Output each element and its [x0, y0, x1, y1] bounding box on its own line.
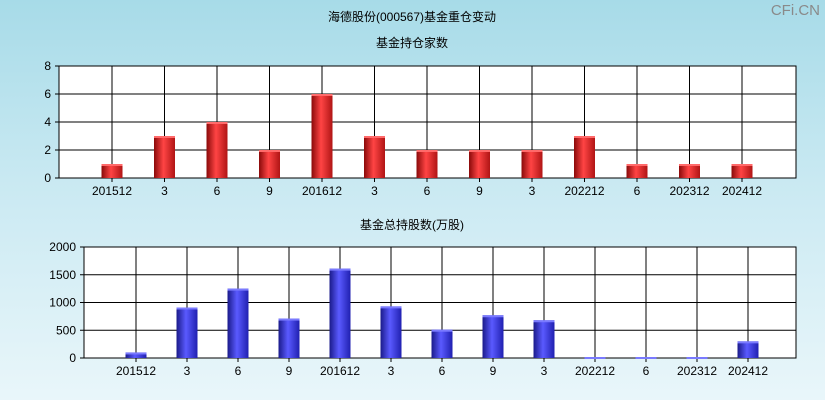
chart-1-x-tick-label: 9 [266, 184, 273, 198]
chart-2-x-tick-label: 3 [184, 364, 191, 378]
chart-1-bar-cap [521, 150, 543, 152]
chart-1-bar-cap [574, 136, 595, 138]
chart-2-bar-cap [125, 352, 147, 355]
chart-1-bar-cap [101, 164, 123, 166]
chart-1-x-tick-label: 202312 [669, 184, 709, 198]
chart-2-bar [380, 306, 402, 358]
chart-2-bar [533, 320, 555, 358]
chart-2-bar-cap [278, 318, 300, 321]
chart-2-bar [176, 307, 198, 358]
chart-1-bar-cap [416, 150, 438, 152]
chart-2-y-tick-label: 2000 [49, 240, 76, 254]
chart-2-y-tick-label: 0 [69, 351, 76, 365]
chart-1-bar [521, 150, 543, 178]
chart-2-x-tick-label: 6 [235, 364, 242, 378]
chart-1-x-tick-label: 9 [476, 184, 483, 198]
chart-2-bar [278, 318, 300, 358]
chart-1-y-tick-label: 8 [44, 59, 51, 73]
chart-2-x-tick-label: 6 [439, 364, 446, 378]
chart-1-bar [679, 164, 700, 178]
chart-2-bar-cap [686, 357, 708, 359]
chart-2-x-tick-label: 202212 [575, 364, 615, 378]
chart-1-bar-cap [626, 164, 648, 166]
chart-1-bar-cap [731, 164, 753, 166]
chart-1-bar [206, 122, 228, 178]
chart-1-x-tick-label: 3 [529, 184, 536, 198]
chart-2-bar-cap [329, 268, 351, 271]
chart-1-bar-cap [679, 164, 700, 166]
chart-1-bar-cap [206, 122, 228, 124]
chart-1-x-tick-label: 202412 [722, 184, 762, 198]
chart-1-bar [469, 150, 490, 178]
chart-2-bar-cap [635, 357, 657, 359]
chart-1-x-tick-label: 3 [161, 184, 168, 198]
chart-1-y-tick-label: 2 [44, 143, 51, 157]
chart-2-bar [482, 315, 504, 358]
chart-1-bar [311, 94, 333, 178]
page-title: 海德股份(000567)基金重仓变动 [328, 9, 496, 24]
watermark: CFi.CN [771, 2, 820, 19]
chart-1-y-tick-label: 6 [44, 87, 51, 101]
chart-2-bar [329, 268, 351, 358]
chart-2-x-tick-label: 202312 [677, 364, 717, 378]
chart-1-bar-cap [311, 94, 333, 96]
chart-2-bar-cap [584, 357, 606, 359]
chart-2-bar [737, 341, 759, 358]
chart-1-y-tick-label: 0 [44, 171, 51, 185]
chart-2-x-tick-label: 201612 [320, 364, 360, 378]
chart-2-bar-cap [227, 288, 249, 291]
chart-2-bar-cap [737, 341, 759, 344]
chart-1-x-tick-label: 201612 [302, 184, 342, 198]
chart-1-holders: 0 2 4 6 8 201512 3 6 9 201612 3 6 9 3 202212 6 202312 202… [44, 59, 797, 198]
chart-2-bar [431, 329, 453, 358]
chart-2-y-tick-label: 1000 [49, 296, 76, 310]
chart-2-x-tick-label: 3 [388, 364, 395, 378]
chart-1-bar [626, 164, 648, 178]
chart-1-x-tick-label: 6 [634, 184, 641, 198]
chart-1-x-tick-label: 202212 [564, 184, 604, 198]
chart-2-bar-cap [176, 307, 198, 310]
chart-2-x-tick-label: 202412 [728, 364, 768, 378]
chart-1-x-tick-label: 3 [371, 184, 378, 198]
chart-1-y-tick-label: 4 [44, 115, 51, 129]
chart-1-bar [154, 136, 175, 178]
chart-1-x-tick-label: 6 [424, 184, 431, 198]
chart-2-bar-cap [482, 315, 504, 318]
chart-2-bar-cap [431, 329, 453, 332]
chart-1-bar-cap [259, 150, 280, 152]
chart-2-title: 基金总持股数(万股) [360, 217, 464, 232]
chart-2-x-tick-label: 9 [286, 364, 293, 378]
chart-2-bar [125, 352, 147, 358]
chart-2-x-tick-label: 3 [541, 364, 548, 378]
chart-2-x-tick-label: 6 [643, 364, 650, 378]
chart-2-bar-cap [380, 306, 402, 309]
chart-1-bar [364, 136, 385, 178]
chart-2-x-tick-label: 9 [490, 364, 497, 378]
chart-1-bar [101, 164, 123, 178]
chart-1-bar [731, 164, 753, 178]
chart-2-x-tick-label: 201512 [116, 364, 156, 378]
chart-1-title: 基金持仓家数 [376, 35, 448, 50]
chart-1-x-tick-label: 6 [214, 184, 221, 198]
chart-1-bar [259, 150, 280, 178]
chart-1-bar [416, 150, 438, 178]
chart-1-x-tick-label: 201512 [92, 184, 132, 198]
chart-2-y-tick-label: 1500 [49, 268, 76, 282]
chart-2-shares: 0 500 1000 1500 2000 201512 3 6 9 201612 3 6 9 3 20221… [49, 240, 797, 378]
chart-2-bar [227, 288, 249, 358]
chart-2-y-tick-label: 500 [56, 323, 76, 337]
chart-1-bar-cap [154, 136, 175, 138]
chart-1-bar-cap [469, 150, 490, 152]
chart-1-bar [574, 136, 595, 178]
chart-2-bar-cap [533, 320, 555, 323]
chart-1-bar-cap [364, 136, 385, 138]
